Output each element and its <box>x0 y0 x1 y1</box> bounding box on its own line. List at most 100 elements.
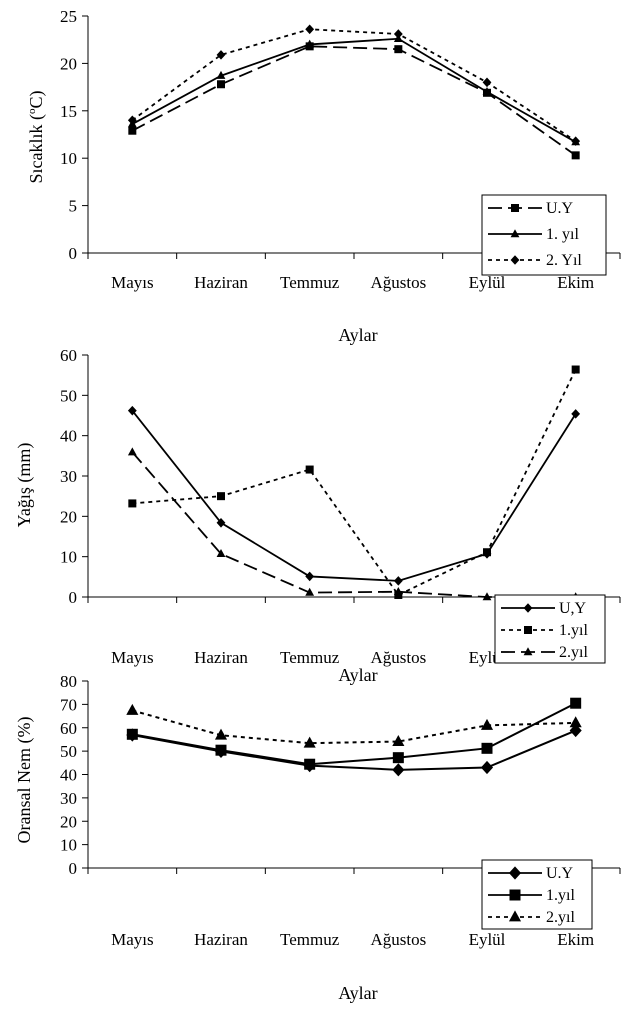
humidity-category-label: Ekim <box>557 930 594 949</box>
temperature-legend-marker <box>510 255 520 265</box>
temperature-chart: 0 5 10 15 20 25 Mayıs Haziran Temmuz Ağustos Eylü… <box>26 7 621 345</box>
humidity-series-line <box>132 709 576 745</box>
humidity-category-label: Mayıs <box>111 930 154 949</box>
humidity-series-line <box>132 729 577 771</box>
temperature-series-1 <box>128 42 580 160</box>
precipitation-series-line <box>132 369 577 597</box>
temperature-legend: U.Y 1. yıl 2. Yıl <box>481 194 607 276</box>
temperature-category-label: Ekim <box>557 273 594 292</box>
humidity-series-3 <box>126 703 582 748</box>
humidity-series-1 <box>126 723 582 777</box>
precipitation-y-tick-label: 50 <box>60 386 77 405</box>
humidity-chart: 0 10 20 30 40 50 60 70 80 Mayıs Haziran Temmuz Ağus… <box>14 672 621 1003</box>
temperature-data-point <box>216 70 226 79</box>
humidity-y-axis-label: Oransal Nem (%) <box>14 717 35 844</box>
temperature-data-point <box>571 151 580 160</box>
temperature-data-point <box>216 50 226 60</box>
temperature-legend-label: U.Y <box>546 200 574 217</box>
precipitation-x-axis-label: Aylar <box>338 665 377 685</box>
temperature-category-label: Eylül <box>469 273 506 292</box>
precipitation-data-point <box>127 447 137 456</box>
humidity-data-point <box>392 752 404 764</box>
temperature-series-line <box>131 28 577 142</box>
humidity-legend-marker <box>508 866 522 880</box>
precipitation-legend-marker <box>524 626 532 634</box>
humidity-legend-marker <box>509 889 521 901</box>
precipitation-data-point <box>393 576 403 586</box>
precipitation-data-point <box>394 590 403 599</box>
humidity-y-tick-label: 40 <box>60 766 77 785</box>
humidity-data-point <box>126 703 139 715</box>
precipitation-y-axis-label: Yağış (mm) <box>14 443 35 528</box>
temperature-y-tick-label: 25 <box>60 7 77 26</box>
humidity-legend-label: 2.yıl <box>546 909 575 926</box>
precipitation-data-point <box>305 571 315 582</box>
temperature-y-tick-label: 10 <box>60 149 77 168</box>
temperature-x-axis-label: Aylar <box>338 325 377 345</box>
temperature-category-label: Haziran <box>194 273 248 292</box>
temperature-data-point <box>305 39 315 48</box>
precipitation-data-point <box>217 492 225 501</box>
temperature-legend-box <box>481 194 607 276</box>
temperature-category-label: Mayıs <box>111 273 154 292</box>
humidity-data-point <box>214 728 228 740</box>
temperature-data-point <box>128 126 137 135</box>
humidity-legend-label: 1.yıl <box>546 887 575 904</box>
precipitation-legend-label: U,Y <box>559 600 587 617</box>
precipitation-data-point <box>305 587 315 596</box>
precipitation-legend-label: 2.yıl <box>559 644 588 661</box>
temperature-legend-label: 2. Yıl <box>546 252 582 269</box>
humidity-y-tick-label: 0 <box>69 859 78 878</box>
temperature-y-tick-label: 5 <box>69 197 78 216</box>
humidity-data-point <box>392 763 405 777</box>
temperature-data-point <box>394 45 403 54</box>
humidity-legend-label: U.Y <box>546 865 574 882</box>
humidity-legend-marker <box>508 910 522 922</box>
humidity-y-tick-label: 60 <box>60 719 77 738</box>
precipitation-legend-marker <box>523 647 533 656</box>
temperature-data-point <box>127 115 137 126</box>
humidity-data-point <box>304 758 316 770</box>
humidity-y-tick-label: 10 <box>60 836 77 855</box>
precipitation-category-label: Ağustos <box>370 648 426 667</box>
humidity-data-point <box>303 736 316 748</box>
humidity-series-2 <box>126 697 582 770</box>
temperature-y-axis-label: Sıcaklık (oC) <box>26 90 47 183</box>
precipitation-series-line <box>131 451 576 598</box>
temperature-data-point <box>482 87 492 96</box>
temperature-legend-label: 1. yıl <box>546 226 579 243</box>
temperature-data-point <box>217 80 225 89</box>
precipitation-data-point <box>216 549 226 558</box>
temperature-legend-marker <box>510 229 520 238</box>
humidity-data-point <box>392 734 405 746</box>
humidity-category-label: Temmuz <box>280 930 340 949</box>
precipitation-category-label: Haziran <box>194 648 248 667</box>
humidity-y-tick-label: 70 <box>60 695 77 714</box>
humidity-data-point <box>480 718 494 730</box>
precipitation-legend-label: 1.yıl <box>559 622 588 639</box>
humidity-category-label: Haziran <box>194 930 248 949</box>
humidity-series-line <box>132 702 577 766</box>
temperature-y-tick-label: 0 <box>69 244 78 263</box>
humidity-data-point <box>126 728 138 740</box>
precipitation-y-tick-label: 20 <box>60 507 77 526</box>
precipitation-series-2 <box>128 365 580 599</box>
humidity-y-tick-label: 20 <box>60 812 77 831</box>
humidity-data-point <box>480 760 494 775</box>
precipitation-data-point <box>483 548 491 557</box>
precipitation-series-1 <box>127 405 581 586</box>
temperature-data-point <box>482 77 492 88</box>
precipitation-series-line <box>131 410 577 582</box>
humidity-x-axis-label: Aylar <box>338 983 377 1003</box>
precipitation-data-point <box>393 586 403 595</box>
temperature-y-tick-label: 20 <box>60 54 77 73</box>
temperature-category-label: Temmuz <box>280 273 340 292</box>
humidity-y-tick-label: 30 <box>60 789 77 808</box>
precipitation-data-point <box>571 409 581 419</box>
precipitation-legend-marker <box>523 603 533 613</box>
humidity-data-point <box>481 742 493 754</box>
precipitation-y-tick-label: 0 <box>69 588 78 607</box>
humidity-data-point <box>215 744 227 756</box>
